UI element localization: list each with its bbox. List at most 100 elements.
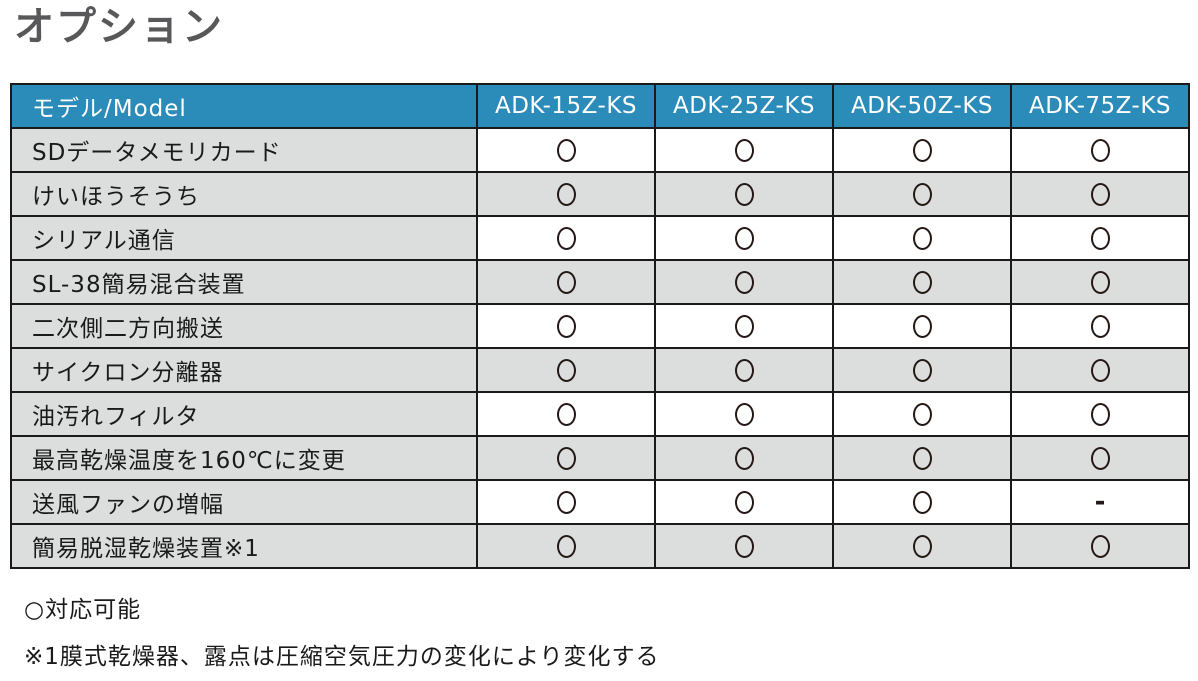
supported-circle-icon	[556, 182, 576, 206]
supported-circle-icon	[556, 446, 576, 470]
cell-supported	[476, 435, 656, 481]
cell-supported	[654, 215, 834, 261]
supported-circle-icon	[1090, 182, 1110, 206]
cell-supported	[1010, 435, 1190, 481]
option-row-label: SDデータメモリカード	[10, 127, 478, 173]
supported-circle-icon	[556, 270, 576, 294]
supported-circle-icon	[1090, 314, 1110, 338]
cell-supported	[476, 347, 656, 393]
table-row: SDデータメモリカード	[10, 127, 1190, 173]
legend-footnote-1: ※1膜式乾燥器、露点は圧縮空気圧力の変化により変化する	[24, 643, 660, 670]
supported-circle-icon	[556, 358, 576, 382]
option-row-label: 油汚れフィルタ	[10, 391, 478, 437]
cell-supported	[1010, 171, 1190, 217]
option-row-label: 最高乾燥温度を160℃に変更	[10, 435, 478, 481]
cell-supported	[832, 479, 1012, 525]
cell-supported	[476, 171, 656, 217]
cell-supported	[832, 523, 1012, 569]
supported-circle-icon	[556, 490, 576, 514]
cell-supported	[832, 391, 1012, 437]
cell-not-supported: -	[1010, 479, 1190, 525]
cell-supported	[1010, 523, 1190, 569]
header-row: モデル/Model ADK-15Z-KS ADK-25Z-KS ADK-50Z-KS A…	[10, 83, 1190, 129]
supported-circle-icon	[1090, 534, 1110, 558]
supported-circle-icon	[1090, 446, 1110, 470]
cell-supported	[654, 303, 834, 349]
not-supported-dash-mark: -	[1094, 487, 1106, 517]
cell-supported	[832, 303, 1012, 349]
options-table: モデル/Model ADK-15Z-KS ADK-25Z-KS ADK-50Z-KS A…	[10, 83, 1190, 569]
cell-supported	[654, 523, 834, 569]
cell-supported	[654, 435, 834, 481]
supported-circle-icon	[1090, 402, 1110, 426]
supported-circle-icon	[912, 490, 932, 514]
supported-circle-icon	[556, 534, 576, 558]
model-header: ADK-25Z-KS	[654, 83, 834, 129]
supported-circle-icon	[734, 358, 754, 382]
cell-supported	[1010, 215, 1190, 261]
model-header: ADK-50Z-KS	[832, 83, 1012, 129]
legend-available-note: ○対応可能	[24, 597, 142, 623]
table-row: サイクロン分離器	[10, 347, 1190, 393]
supported-circle-icon	[912, 402, 932, 426]
page-title: オプション	[14, 4, 224, 50]
cell-supported	[476, 215, 656, 261]
cell-supported	[654, 479, 834, 525]
supported-circle-icon	[912, 226, 932, 250]
table-row: 送風ファンの増幅 -	[10, 479, 1190, 525]
option-row-label: シリアル通信	[10, 215, 478, 261]
table-row: 油汚れフィルタ	[10, 391, 1190, 437]
cell-supported	[654, 259, 834, 305]
cell-supported	[476, 479, 656, 525]
cell-supported	[476, 523, 656, 569]
supported-circle-icon	[734, 490, 754, 514]
supported-circle-icon	[912, 358, 932, 382]
table-row: シリアル通信	[10, 215, 1190, 261]
cell-supported	[654, 347, 834, 393]
supported-circle-icon	[912, 138, 932, 162]
cell-supported	[832, 347, 1012, 393]
supported-circle-icon	[1090, 226, 1110, 250]
cell-supported	[1010, 391, 1190, 437]
supported-circle-icon	[734, 402, 754, 426]
cell-supported	[1010, 347, 1190, 393]
cell-supported	[832, 171, 1012, 217]
table-row: 簡易脱湿乾燥装置※1	[10, 523, 1190, 569]
table-row: 二次側二方向搬送	[10, 303, 1190, 349]
supported-circle-icon	[1090, 270, 1110, 294]
cell-supported	[832, 127, 1012, 173]
cell-supported	[476, 259, 656, 305]
supported-circle-icon	[734, 446, 754, 470]
supported-circle-icon	[912, 270, 932, 294]
supported-circle-icon	[912, 534, 932, 558]
cell-supported	[832, 259, 1012, 305]
option-row-label: 送風ファンの増幅	[10, 479, 478, 525]
supported-circle-icon	[734, 534, 754, 558]
cell-supported	[1010, 259, 1190, 305]
supported-circle-icon	[734, 182, 754, 206]
cell-supported	[476, 391, 656, 437]
table-row: けいほうそうち	[10, 171, 1190, 217]
supported-circle-icon	[556, 226, 576, 250]
option-row-label: けいほうそうち	[10, 171, 478, 217]
model-header: ADK-75Z-KS	[1010, 83, 1190, 129]
cell-supported	[476, 127, 656, 173]
model-header: ADK-15Z-KS	[476, 83, 656, 129]
options-table-body: SDデータメモリカード けいほうそうち シリアル通信 SL-38簡易混合装置 二次側二方…	[10, 127, 1190, 569]
cell-supported	[654, 391, 834, 437]
cell-supported	[1010, 127, 1190, 173]
option-row-label: SL-38簡易混合装置	[10, 259, 478, 305]
supported-circle-icon	[734, 314, 754, 338]
supported-circle-icon	[912, 446, 932, 470]
options-table-header: モデル/Model ADK-15Z-KS ADK-25Z-KS ADK-50Z-KS A…	[10, 83, 1190, 129]
table-row: SL-38簡易混合装置	[10, 259, 1190, 305]
supported-circle-icon	[1090, 358, 1110, 382]
cell-supported	[476, 303, 656, 349]
supported-circle-icon	[556, 314, 576, 338]
cell-supported	[832, 435, 1012, 481]
cell-supported	[832, 215, 1012, 261]
cell-supported	[654, 171, 834, 217]
supported-circle-icon	[734, 138, 754, 162]
supported-circle-icon	[556, 138, 576, 162]
